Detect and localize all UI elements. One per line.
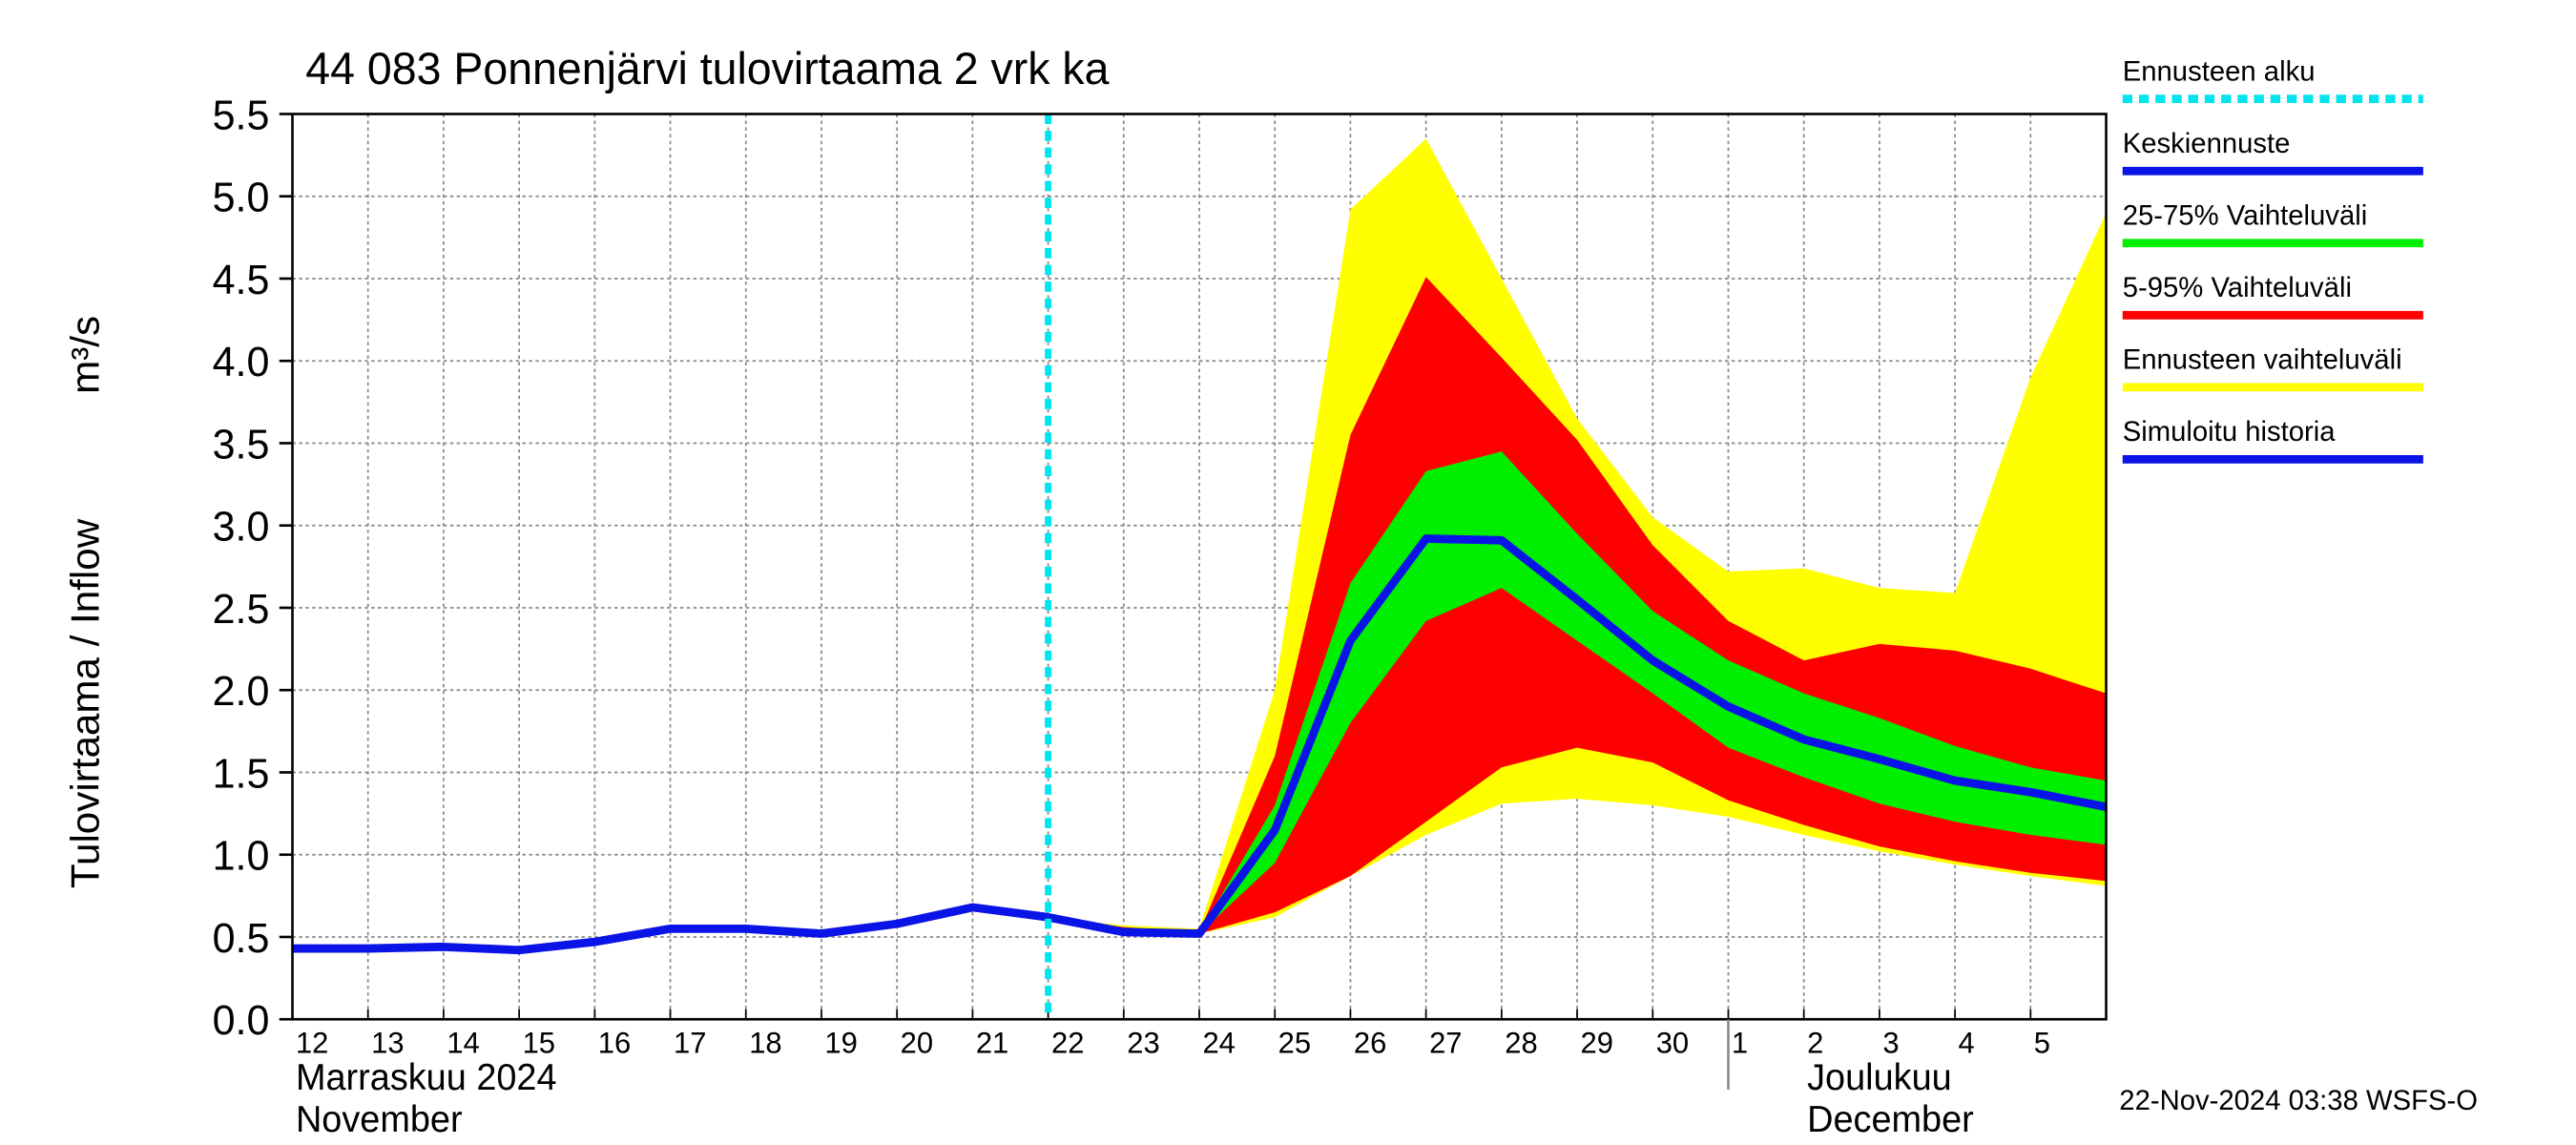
y-axis-label: Tulovirtaama / Inflow: [63, 518, 108, 888]
y-tick-label: 4.5: [213, 257, 270, 302]
x-tick-label: 29: [1581, 1026, 1613, 1059]
legend-label: 25-75% Vaihteluväli: [2123, 199, 2367, 231]
x-tick-label: 18: [749, 1026, 781, 1059]
month-label: Marraskuu 2024: [296, 1057, 557, 1098]
x-tick-label: 25: [1278, 1026, 1311, 1059]
y-tick-label: 5.5: [213, 93, 270, 138]
legend-label: Ennusteen alku: [2123, 55, 2316, 87]
x-tick-label: 30: [1656, 1026, 1689, 1059]
x-tick-label: 27: [1429, 1026, 1462, 1059]
x-tick-label: 1: [1732, 1026, 1748, 1059]
y-tick-label: 1.5: [213, 751, 270, 797]
y-tick-label: 0.0: [213, 998, 270, 1044]
legend-label: Keskiennuste: [2123, 128, 2291, 159]
y-tick-label: 1.0: [213, 833, 270, 879]
y-tick-label: 4.0: [213, 340, 270, 385]
x-tick-label: 15: [523, 1026, 555, 1059]
x-tick-label: 22: [1051, 1026, 1084, 1059]
x-tick-label: 17: [674, 1026, 706, 1059]
y-tick-label: 2.5: [213, 586, 270, 632]
x-tick-label: 28: [1505, 1026, 1537, 1059]
x-tick-label: 19: [824, 1026, 857, 1059]
chart-title: 44 083 Ponnenjärvi tulovirtaama 2 vrk ka: [305, 42, 1110, 94]
band: [1048, 451, 2107, 934]
x-tick-label: 3: [1882, 1026, 1899, 1059]
plot-frame: [291, 113, 2108, 1021]
x-tick-label: 5: [2034, 1026, 2050, 1059]
x-tick-label: 4: [1959, 1026, 1975, 1059]
month-label: November: [296, 1099, 463, 1140]
y-tick-label: 0.5: [213, 915, 270, 961]
footer: 22-Nov-2024 03:38 WSFS-O: [2119, 1085, 2478, 1116]
x-tick-label: 20: [901, 1026, 933, 1059]
y-tick-label: 2.0: [213, 669, 270, 715]
x-tick-label: 26: [1354, 1026, 1386, 1059]
y-tick-label: 3.0: [213, 504, 270, 550]
x-tick-label: 13: [371, 1026, 404, 1059]
month-label: December: [1807, 1099, 1974, 1140]
x-tick-label: 24: [1202, 1026, 1235, 1059]
legend-label: 5-95% Vaihteluväli: [2123, 272, 2352, 303]
line: [292, 903, 1049, 955]
x-tick-label: 12: [296, 1026, 328, 1059]
x-tick-label: 2: [1807, 1026, 1823, 1059]
month-label: Joulukuu: [1807, 1057, 1952, 1098]
legend-label: Simuloitu historia: [2123, 416, 2336, 448]
legend-label: Ennusteen vaihteluväli: [2123, 344, 2402, 375]
line: [1047, 534, 2108, 938]
x-tick-label: 23: [1127, 1026, 1159, 1059]
y-axis-unit: m³/s: [63, 316, 108, 394]
y-tick-label: 3.5: [213, 422, 270, 468]
y-tick-label: 5.0: [213, 175, 270, 220]
x-tick-label: 14: [447, 1026, 479, 1059]
x-tick-label: 21: [976, 1026, 1008, 1059]
x-tick-label: 16: [598, 1026, 631, 1059]
